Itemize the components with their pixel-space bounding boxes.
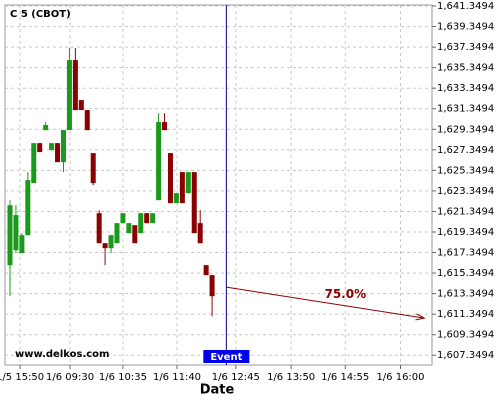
candle-body: [96, 213, 102, 244]
x-tick-label: 1/6 14:55: [321, 372, 369, 383]
candle-body: [13, 215, 19, 251]
candle-body: [167, 153, 173, 204]
event-box: [203, 350, 250, 363]
candle-body: [84, 110, 90, 131]
y-tick-label: 1,617.3494: [437, 248, 494, 259]
y-tick-label: 1,607.3494: [437, 350, 494, 361]
x-tick-label: 1/6 11:40: [153, 372, 201, 383]
candle-body: [132, 225, 138, 244]
candle-body: [150, 213, 156, 224]
candle-body: [90, 153, 96, 184]
y-tick-label: 1,609.3494: [437, 330, 494, 341]
candle-body: [66, 60, 72, 131]
y-tick-label: 1,615.3494: [437, 268, 494, 279]
candle-body: [19, 235, 25, 254]
candle-body: [126, 223, 132, 234]
y-tick-label: 1,621.3494: [437, 206, 494, 217]
forecast-arrow: [226, 286, 425, 319]
candle-body: [78, 100, 84, 111]
arrow-label: 75.0%: [324, 287, 366, 301]
y-tick-label: 1,641.3494: [437, 1, 494, 12]
candle-body: [49, 143, 55, 151]
candle-body: [179, 172, 185, 204]
y-tick-label: 1,635.3494: [437, 63, 494, 74]
y-tick-label: 1,623.3494: [437, 186, 494, 197]
candle-body: [120, 213, 126, 224]
candle-body: [55, 143, 61, 163]
watermark: www.delkos.com: [15, 349, 109, 360]
x-axis-label: Date: [200, 383, 235, 398]
candle-body: [102, 243, 108, 249]
y-tick-label: 1,627.3494: [437, 145, 494, 156]
y-tick-label: 1,631.3494: [437, 104, 494, 115]
x-tick-label: 1/6 16:00: [376, 372, 424, 383]
candle-body: [43, 125, 49, 131]
grid: [5, 5, 432, 365]
candle-body: [197, 223, 203, 244]
candle-body: [7, 205, 13, 266]
candle-body: [31, 143, 37, 184]
candle-body: [138, 213, 144, 234]
y-tick-label: 1,613.3494: [437, 289, 494, 300]
y-tick-label: 1,633.3494: [437, 83, 494, 94]
candle-body: [114, 223, 120, 244]
candle-body: [108, 235, 114, 249]
candle-body: [191, 172, 197, 234]
candle-body: [72, 60, 78, 111]
y-tick-label: 1,637.3494: [437, 42, 494, 53]
y-tick-label: 1,619.3494: [437, 227, 494, 238]
x-tick-label: 1/6 13:50: [267, 372, 315, 383]
candle-body: [209, 275, 215, 297]
event-label: Event: [210, 352, 242, 363]
x-tick-label: 1/6 12:45: [212, 372, 260, 383]
plot-frame: [4, 4, 433, 366]
x-tick-label: 1/6 09:30: [46, 372, 94, 383]
arrow-head: [415, 313, 426, 321]
marks: [7, 48, 215, 317]
y-tick-label: 1,611.3494: [437, 309, 494, 320]
y-tick-label: 1,639.3494: [437, 22, 494, 33]
y-tick-label: 1,629.3494: [437, 124, 494, 135]
candle-body: [173, 193, 179, 204]
candle-body: [185, 172, 191, 194]
candle-body: [37, 143, 43, 153]
y-tick-label: 1,625.3494: [437, 165, 494, 176]
candle-body: [60, 130, 66, 163]
candle-body: [25, 180, 31, 236]
candle-body: [156, 122, 162, 201]
candle-body: [162, 122, 168, 131]
x-tick-label: 1/6 10:35: [99, 372, 147, 383]
chart-title: C 5 (CBOT): [10, 9, 71, 20]
candle-body: [203, 265, 209, 276]
candle-body: [144, 213, 150, 224]
x-tick-label: 1/5 15:50: [0, 372, 44, 383]
